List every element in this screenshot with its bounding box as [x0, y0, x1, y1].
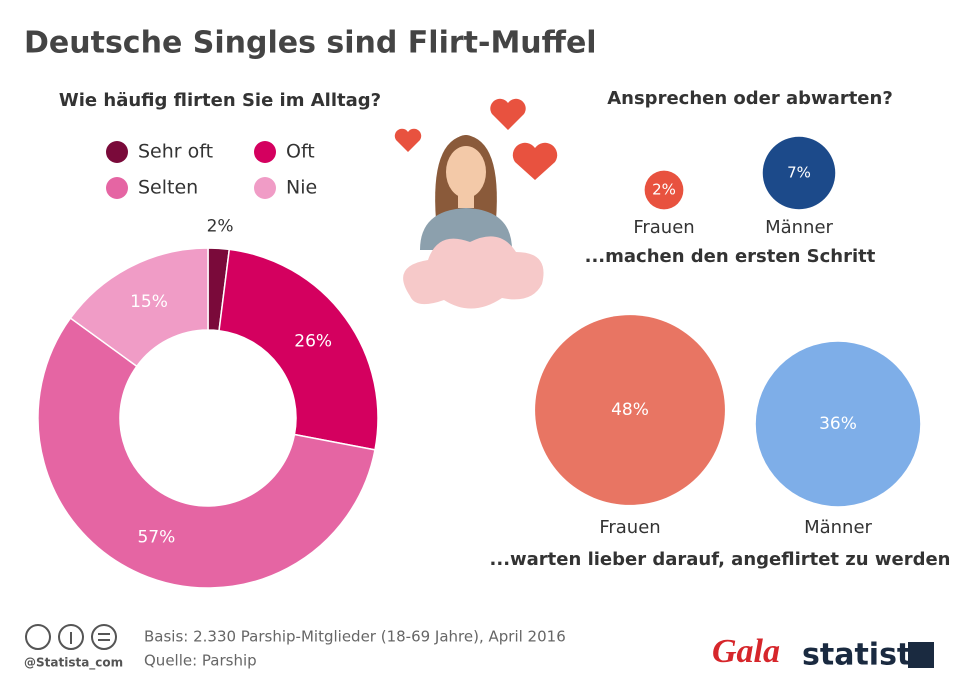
legend-label: Oft — [286, 141, 315, 163]
brand-gala: Gala — [712, 633, 780, 670]
value-label: 7% — [787, 164, 811, 182]
group-label: ...warten lieber darauf, angeflirtet zu … — [490, 549, 951, 570]
value-label: 2% — [207, 216, 234, 236]
legend-swatch — [106, 141, 128, 163]
bubble-title: Ansprechen oder abwarten? — [607, 88, 893, 109]
bubble — [755, 341, 921, 507]
donut-segment — [37, 317, 376, 589]
value-label: 2% — [652, 181, 676, 199]
legend-swatch — [106, 177, 128, 199]
title: Deutsche Singles sind Flirt-Muffel — [24, 26, 597, 61]
legend-label: Selten — [138, 177, 198, 199]
statista-icon — [908, 642, 934, 668]
value-label: 26% — [294, 332, 332, 352]
value-label: 15% — [130, 292, 168, 312]
legend-swatch — [254, 177, 276, 199]
category-label: Frauen — [633, 217, 694, 238]
group-label: ...machen den ersten Schritt — [585, 246, 876, 267]
illustration — [394, 98, 558, 309]
legend-swatch — [254, 141, 276, 163]
value-label: 57% — [137, 527, 175, 547]
cc-icons — [25, 624, 117, 650]
donut-segment — [69, 247, 209, 368]
category-label: Frauen — [599, 517, 660, 538]
donut-segment — [218, 248, 379, 451]
donut-title: Wie häufig flirten Sie im Alltag? — [59, 90, 381, 111]
category-label: Männer — [804, 517, 872, 538]
handle: @Statista_com — [24, 656, 123, 671]
bubble — [644, 170, 684, 210]
value-label: 48% — [611, 400, 649, 420]
basis: Basis: 2.330 Parship-Mitglieder (18-69 J… — [144, 628, 566, 646]
legend-label: Nie — [286, 177, 317, 199]
bubble — [535, 315, 725, 505]
bubble — [762, 136, 836, 210]
value-label: 36% — [819, 414, 857, 434]
source: Quelle: Parship — [144, 652, 257, 670]
category-label: Männer — [765, 217, 833, 238]
legend-label: Sehr oft — [138, 141, 213, 163]
